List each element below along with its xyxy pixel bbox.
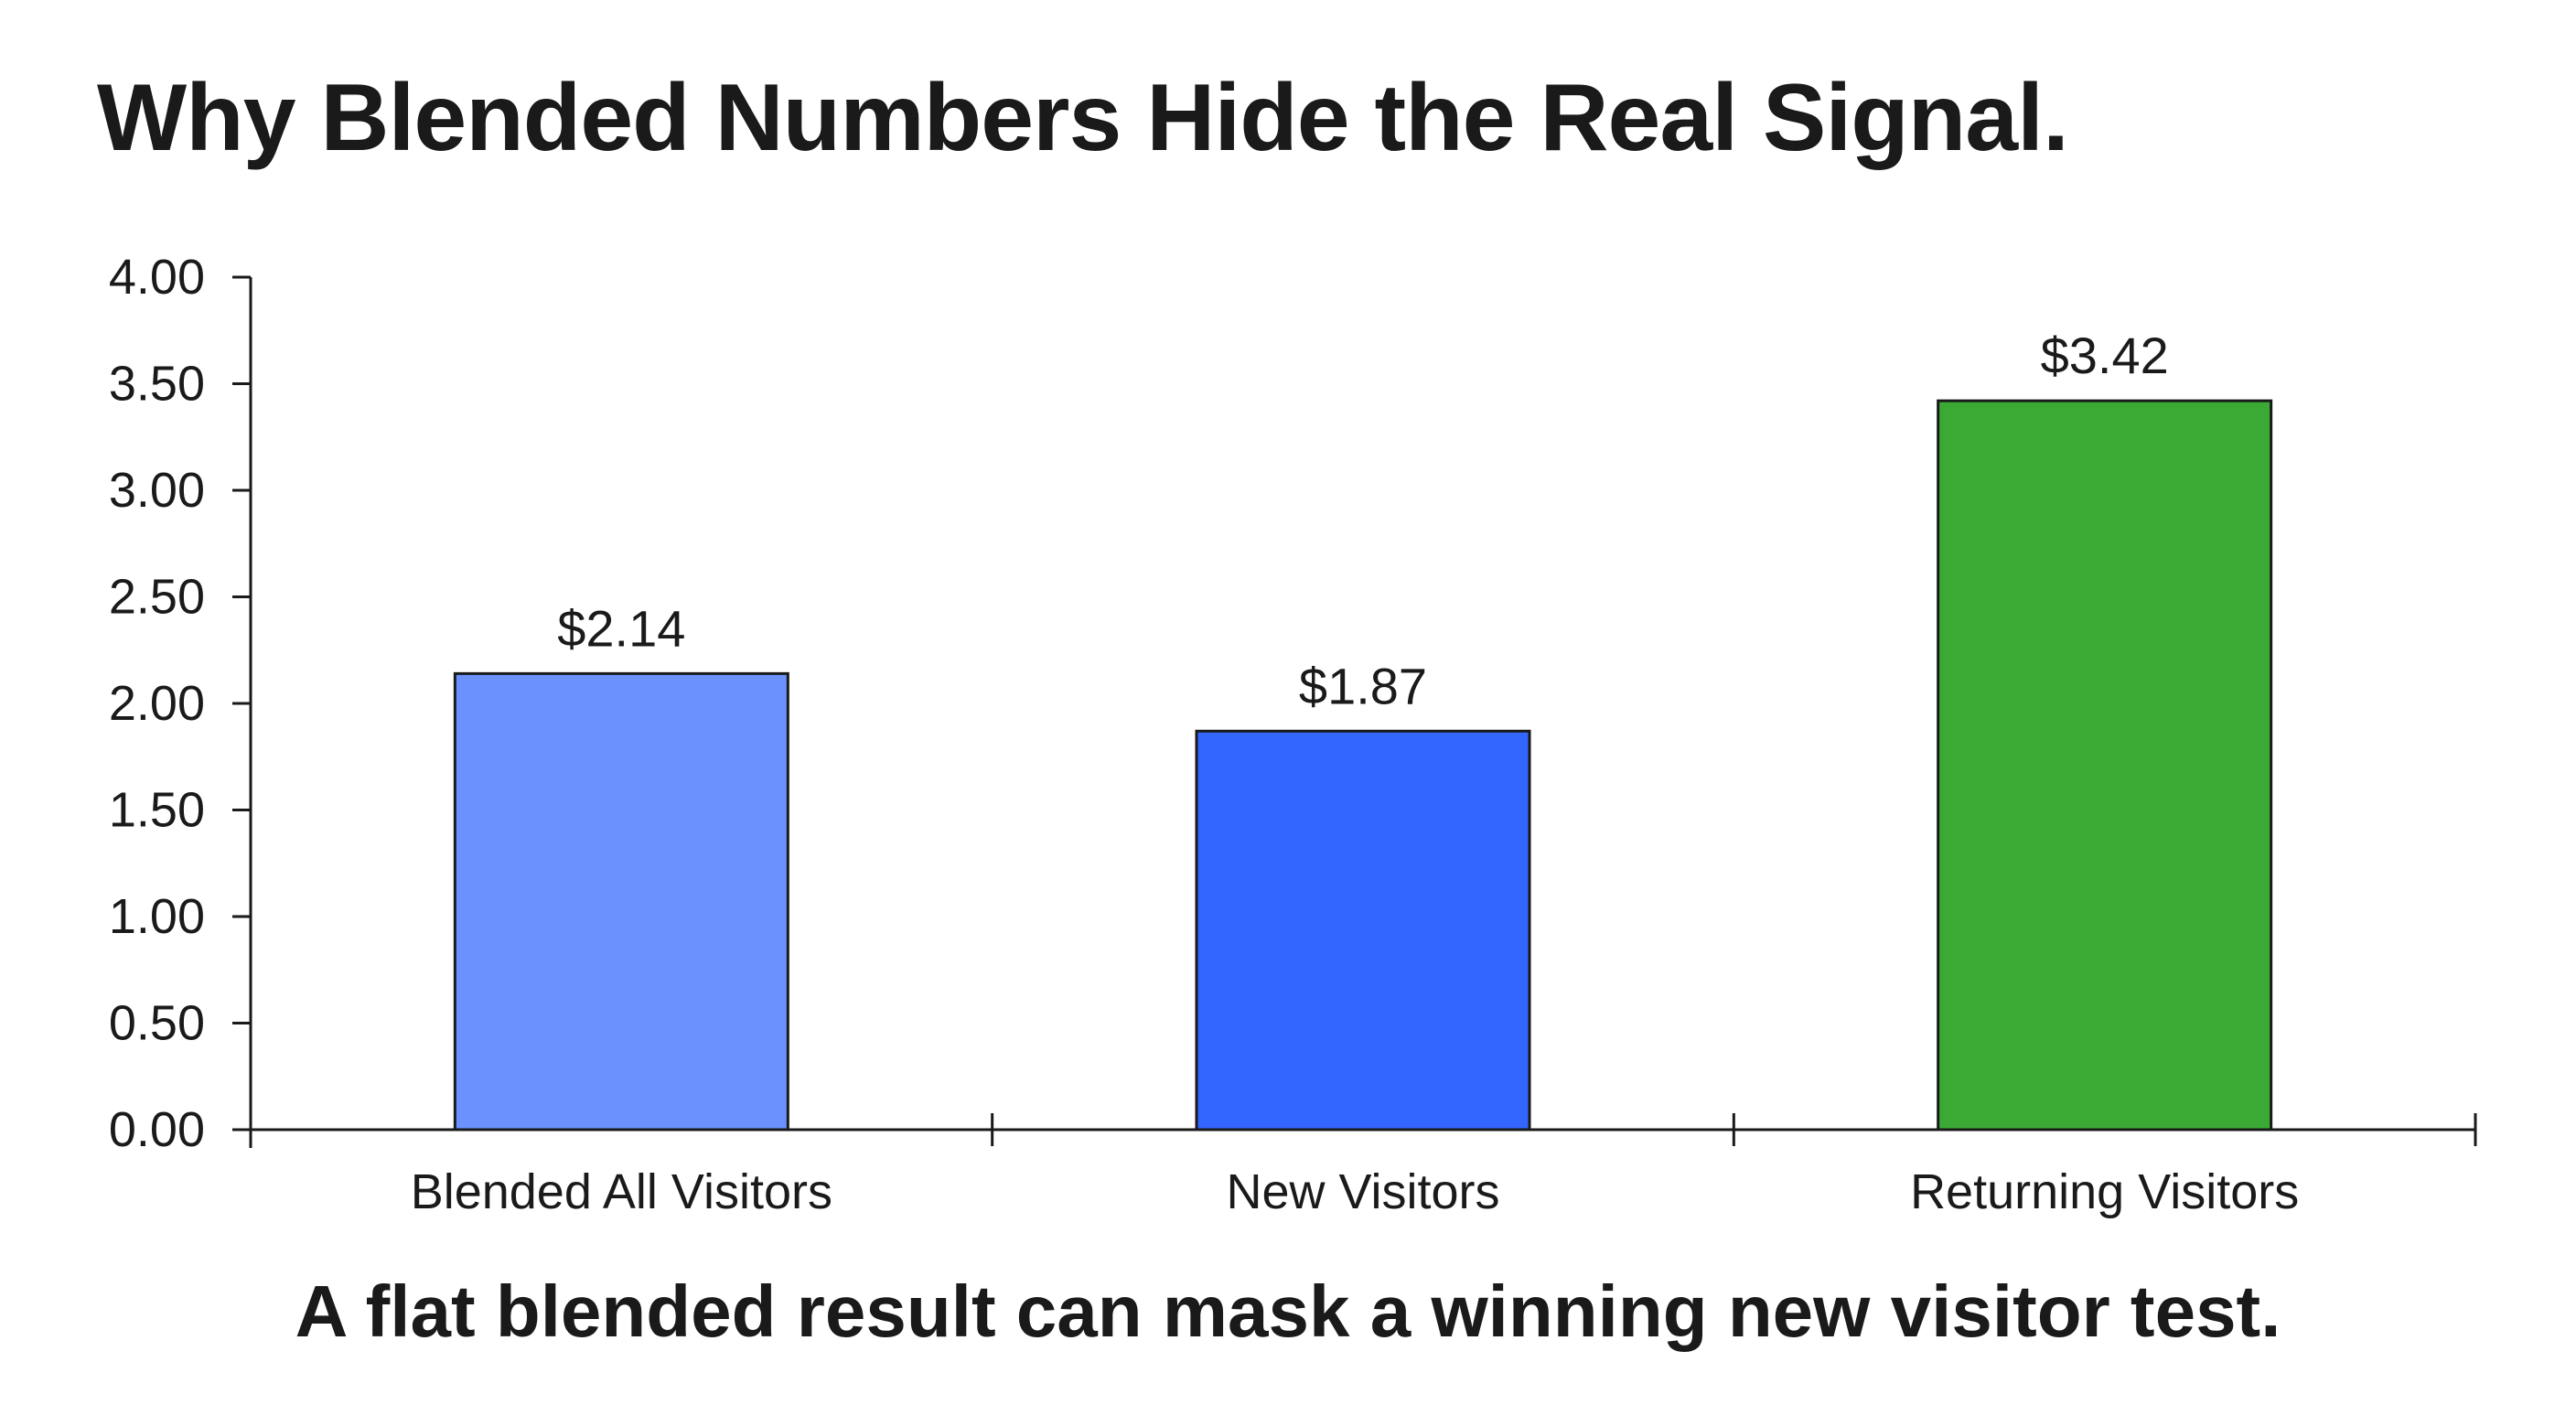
x-tick-label: Blended All Visitors bbox=[411, 1164, 832, 1219]
y-tick-label: 0.50 bbox=[109, 996, 205, 1051]
y-tick-label: 3.50 bbox=[109, 357, 205, 412]
y-tick-label: 1.50 bbox=[109, 783, 205, 838]
y-tick-label: 0.00 bbox=[109, 1102, 205, 1157]
y-tick-label: 1.00 bbox=[109, 889, 205, 944]
y-tick-label: 2.00 bbox=[109, 676, 205, 731]
data-label: $2.14 bbox=[557, 599, 685, 657]
chart-subtitle: A flat blended result can mask a winning… bbox=[295, 1271, 2281, 1352]
bar-blended-all-visitors bbox=[453, 671, 789, 1132]
y-tick-label: 3.00 bbox=[109, 463, 205, 518]
x-tick-label: Returning Visitors bbox=[1910, 1164, 2299, 1219]
bar-new-visitors bbox=[1195, 729, 1531, 1132]
chart-title: Why Blended Numbers Hide the Real Signal… bbox=[97, 65, 2069, 171]
bars-group: $2.14 $1.87 $3.42 bbox=[453, 327, 2273, 1132]
y-tick-label: 4.00 bbox=[109, 250, 205, 305]
y-axis: 0.00 0.50 1.00 1.50 2.00 2.50 3.00 3.50 4.00 bbox=[109, 250, 252, 1157]
data-label: $1.87 bbox=[1299, 657, 1427, 714]
data-label: $3.42 bbox=[2041, 327, 2169, 384]
bar-returning-visitors bbox=[1937, 399, 2273, 1132]
x-tick-label: New Visitors bbox=[1226, 1164, 1499, 1219]
y-tick-label: 2.50 bbox=[109, 570, 205, 625]
